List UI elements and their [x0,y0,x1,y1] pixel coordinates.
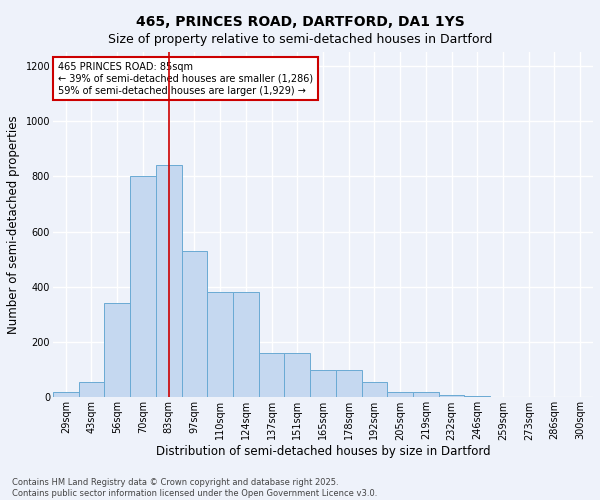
Bar [284,353,310,398]
Text: Contains HM Land Registry data © Crown copyright and database right 2025.
Contai: Contains HM Land Registry data © Crown c… [12,478,377,498]
Bar [259,353,284,398]
Bar [130,176,156,398]
Bar [362,382,387,398]
Bar [156,165,182,398]
Text: Size of property relative to semi-detached houses in Dartford: Size of property relative to semi-detach… [108,32,492,46]
Bar [207,292,233,398]
Bar [104,304,130,398]
Bar [464,396,490,398]
Bar [182,251,207,398]
Bar [53,392,79,398]
Bar [413,392,439,398]
Bar [310,370,336,398]
Bar [439,394,464,398]
Bar [336,370,362,398]
Text: 465, PRINCES ROAD, DARTFORD, DA1 1YS: 465, PRINCES ROAD, DARTFORD, DA1 1YS [136,15,464,29]
Bar [79,382,104,398]
Bar [233,292,259,398]
X-axis label: Distribution of semi-detached houses by size in Dartford: Distribution of semi-detached houses by … [155,445,490,458]
Text: 465 PRINCES ROAD: 85sqm
← 39% of semi-detached houses are smaller (1,286)
59% of: 465 PRINCES ROAD: 85sqm ← 39% of semi-de… [58,62,313,96]
Bar [387,392,413,398]
Y-axis label: Number of semi-detached properties: Number of semi-detached properties [7,116,20,334]
